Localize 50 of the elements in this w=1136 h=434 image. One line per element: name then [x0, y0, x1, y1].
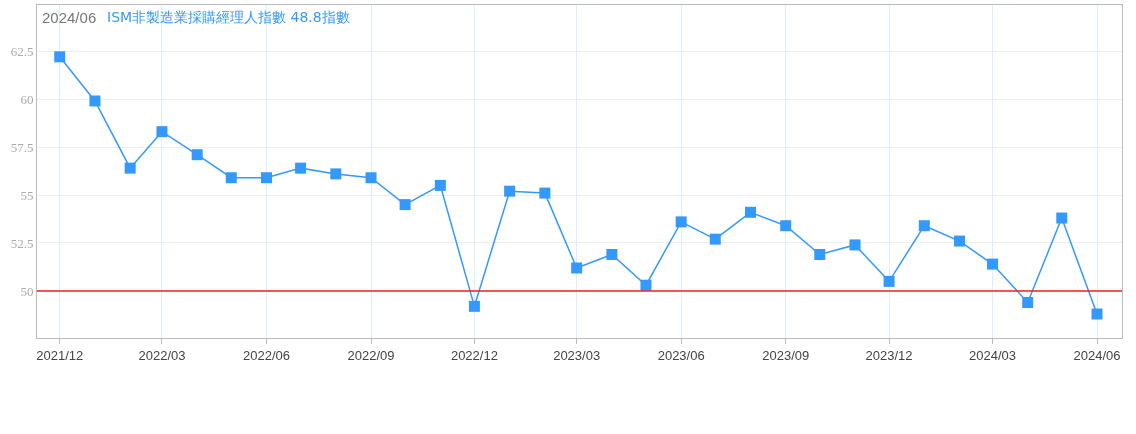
point	[468, 300, 480, 312]
x-tick-label: 2021/12	[36, 347, 84, 363]
point	[156, 126, 168, 138]
chart-title: 2024/06	[42, 9, 97, 26]
x-tick-label: 2023/06	[657, 347, 705, 363]
x-tick-label: 2022/12	[450, 347, 498, 363]
point	[399, 199, 411, 211]
point	[330, 168, 342, 180]
x-tick-label: 2023/09	[762, 347, 810, 363]
x-tick-label: 2024/03	[968, 347, 1016, 363]
y-tick-label: 55	[20, 187, 34, 203]
x-tick-label: 2022/06	[243, 347, 290, 363]
point	[504, 185, 516, 197]
point	[571, 262, 583, 274]
point	[709, 233, 721, 245]
point	[225, 172, 237, 184]
point	[261, 172, 272, 184]
point	[365, 172, 377, 184]
point	[640, 279, 652, 291]
y-tick-label: 57.5	[10, 139, 34, 155]
point	[780, 220, 792, 232]
point	[814, 249, 826, 261]
point	[539, 187, 551, 199]
x-tick-label: 2023/03	[553, 347, 601, 363]
x-tick-label: 2022/09	[347, 347, 395, 363]
point	[918, 220, 930, 232]
chart-subtitle: ISM非製造業採購經理人指數 48.8指數	[107, 9, 350, 25]
point	[295, 162, 307, 174]
point	[849, 239, 861, 251]
y-tick-label: 52.5	[10, 235, 34, 251]
point	[54, 51, 66, 63]
x-tick-label: 2022/03	[138, 347, 186, 363]
point	[883, 275, 895, 287]
y-tick-label: 60	[20, 91, 34, 107]
point	[434, 179, 446, 191]
point	[986, 258, 998, 270]
y-tick-label: 50	[20, 283, 34, 299]
y-tick-label: 62.5	[10, 43, 34, 59]
point	[1056, 212, 1068, 224]
x-tick-label: 2024/06	[1073, 347, 1121, 363]
point	[744, 206, 756, 218]
point	[1022, 296, 1034, 308]
point	[675, 216, 687, 228]
x-tick-label: 2023/12	[865, 347, 913, 363]
point	[124, 162, 136, 174]
point	[1091, 308, 1103, 320]
point	[89, 95, 101, 107]
point	[191, 149, 203, 161]
point	[954, 235, 966, 247]
point	[606, 249, 618, 261]
